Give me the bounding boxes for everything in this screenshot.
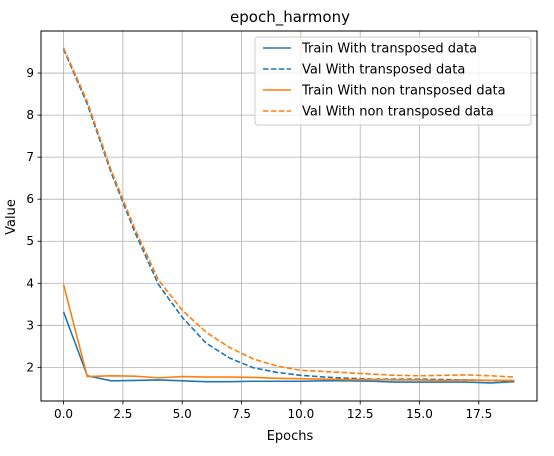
plot-lines — [62, 47, 515, 384]
legend-label: Val With transposed data — [302, 63, 465, 78]
x-tick-label: 5.0 — [173, 407, 192, 421]
x-tick-label: 10.0 — [288, 407, 315, 421]
series-line-4 — [62, 47, 515, 378]
y-tick-label: 9 — [26, 66, 34, 80]
y-tick-label: 8 — [26, 108, 34, 122]
legend: Train With transposed data Val With trans… — [254, 36, 532, 126]
chart-title: epoch_harmony — [230, 8, 350, 27]
y-tick-label: 5 — [26, 234, 34, 248]
x-tick-label: 15.0 — [406, 407, 433, 421]
axis-ticks: 0.0 2.5 5.0 7.5 10.0 12.5 15.0 17.5 2 3 4 5 6 7 8 9 — [26, 66, 492, 421]
y-axis-label: Value — [4, 199, 19, 235]
legend-box — [254, 36, 532, 126]
y-tick-label: 3 — [26, 318, 34, 332]
x-tick-label: 0.0 — [54, 407, 73, 421]
y-tick-label: 2 — [26, 360, 34, 374]
y-tick-label: 6 — [26, 192, 34, 206]
legend-label: Val With non transposed data — [302, 105, 494, 120]
x-tick-label: 2.5 — [113, 407, 132, 421]
x-axis-label: Epochs — [267, 429, 314, 444]
legend-label: Train With transposed data — [301, 42, 477, 57]
series-line-1 — [62, 311, 515, 384]
x-tick-label: 12.5 — [347, 407, 374, 421]
series-line-3 — [62, 284, 515, 382]
plot-area-frame — [40, 30, 538, 402]
legend-label: Train With non transposed data — [301, 84, 506, 99]
y-tick-label: 4 — [26, 276, 34, 290]
y-tick-label: 7 — [26, 150, 34, 164]
series-line-2 — [62, 48, 515, 382]
x-tick-label: 7.5 — [232, 407, 251, 421]
x-tick-label: 17.5 — [465, 407, 492, 421]
